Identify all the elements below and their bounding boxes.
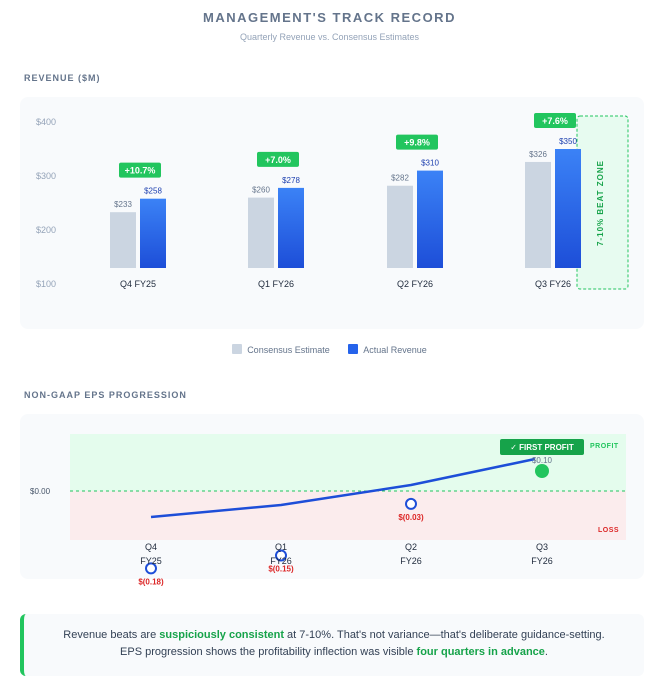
eps-point	[405, 497, 417, 510]
estimate-swatch	[232, 344, 243, 354]
category-label: Q3 FY26	[535, 279, 571, 289]
zero-axis-label: $0.00	[30, 487, 51, 496]
first-profit-badge	[500, 439, 584, 455]
category-label: FY26	[531, 556, 553, 566]
eps-point-first-profit	[535, 464, 549, 478]
first-profit-label: ✓ FIRST PROFIT	[510, 443, 574, 452]
category-label: Q3	[536, 542, 548, 552]
estimate-bar	[248, 197, 274, 268]
estimate-bar	[110, 212, 136, 268]
beat-zone-label: 7-10% BEAT ZONE	[596, 160, 605, 246]
eps-section-label: NON-GAAP EPS PROGRESSION	[24, 390, 187, 400]
profit-label: PROFIT	[590, 443, 619, 450]
callout-line-2: EPS progression shows the profitability …	[24, 644, 644, 661]
actual-bar	[278, 187, 304, 268]
actual-value-label: $310	[421, 159, 439, 168]
y-tick-label: $400	[36, 117, 56, 127]
category-label: Q1 FY26	[258, 279, 294, 289]
estimate-bar	[525, 161, 551, 268]
y-tick-label: $100	[36, 279, 56, 289]
actual-bar	[555, 149, 581, 268]
revenue-section-label: REVENUE ($M)	[24, 73, 101, 83]
loss-label: LOSS	[598, 527, 619, 534]
beat-badge-label: +7.6%	[542, 116, 568, 126]
category-label: Q2	[405, 542, 417, 552]
legend-item-estimate: Consensus Estimate	[232, 344, 330, 355]
category-label: Q4 FY25	[120, 279, 156, 289]
eps-value-label: $(0.18)	[138, 577, 164, 586]
category-label: FY25	[140, 556, 162, 566]
category-label: Q2 FY26	[397, 279, 433, 289]
beat-badge	[257, 151, 299, 167]
callout-highlight: four quarters in advance	[416, 646, 545, 658]
page-title: MANAGEMENT'S TRACK RECORD	[203, 10, 456, 25]
category-label: FY26	[400, 556, 422, 566]
beat-badge-label: +9.8%	[404, 138, 430, 148]
beat-badge	[396, 134, 438, 150]
actual-value-label: $350	[559, 137, 577, 146]
estimate-value-label: $260	[252, 186, 270, 195]
category-label: Q4	[145, 542, 157, 552]
legend-estimate-label: Consensus Estimate	[247, 345, 330, 355]
estimate-value-label: $233	[114, 200, 132, 209]
actual-bar	[140, 198, 166, 268]
beat-badge	[119, 162, 161, 178]
estimate-bar	[387, 185, 413, 268]
chart-legend: Consensus Estimate Actual Revenue	[0, 344, 659, 355]
beat-zone-box	[576, 115, 629, 290]
legend-item-actual: Actual Revenue	[348, 344, 427, 355]
legend-actual-label: Actual Revenue	[363, 345, 427, 355]
eps-point	[145, 562, 157, 575]
actual-swatch	[348, 344, 359, 354]
actual-bar	[417, 170, 443, 268]
beat-badge-label: +10.7%	[125, 166, 156, 176]
y-tick-label: $200	[36, 225, 56, 235]
eps-value-label: $0.10	[532, 456, 553, 465]
callout-highlight: suspiciously consistent	[159, 629, 284, 641]
page-subtitle: Quarterly Revenue vs. Consensus Estimate…	[239, 32, 420, 42]
y-tick-label: $300	[36, 171, 56, 181]
revenue-chart: $100 $200 $300 $400 7-10% BEAT ZONE $233 $258 +…	[36, 113, 629, 290]
callout-text: Revenue beats are	[63, 629, 160, 641]
actual-value-label: $258	[144, 187, 162, 196]
callout-text: EPS progression shows the profitability …	[120, 646, 417, 658]
beat-badge-label: +7.0%	[265, 155, 291, 165]
beat-badge	[534, 113, 576, 128]
category-label: Q1	[275, 542, 287, 552]
loss-region	[70, 491, 626, 540]
estimate-value-label: $282	[391, 174, 409, 183]
actual-value-label: $278	[282, 176, 300, 185]
callout-line-1: Revenue beats are suspiciously consisten…	[24, 627, 644, 644]
estimate-value-label: $326	[529, 150, 547, 159]
callout-text: at 7-10%. That's not variance—that's del…	[283, 629, 605, 641]
callout-text: .	[544, 646, 548, 658]
eps-point	[275, 549, 287, 562]
eps-value-label: $(0.03)	[398, 513, 424, 522]
eps-series-line	[150, 457, 536, 519]
category-label: FY26	[270, 556, 292, 566]
eps-value-label: $(0.15)	[268, 565, 294, 574]
insight-callout: Revenue beats are suspiciously consisten…	[20, 614, 644, 676]
